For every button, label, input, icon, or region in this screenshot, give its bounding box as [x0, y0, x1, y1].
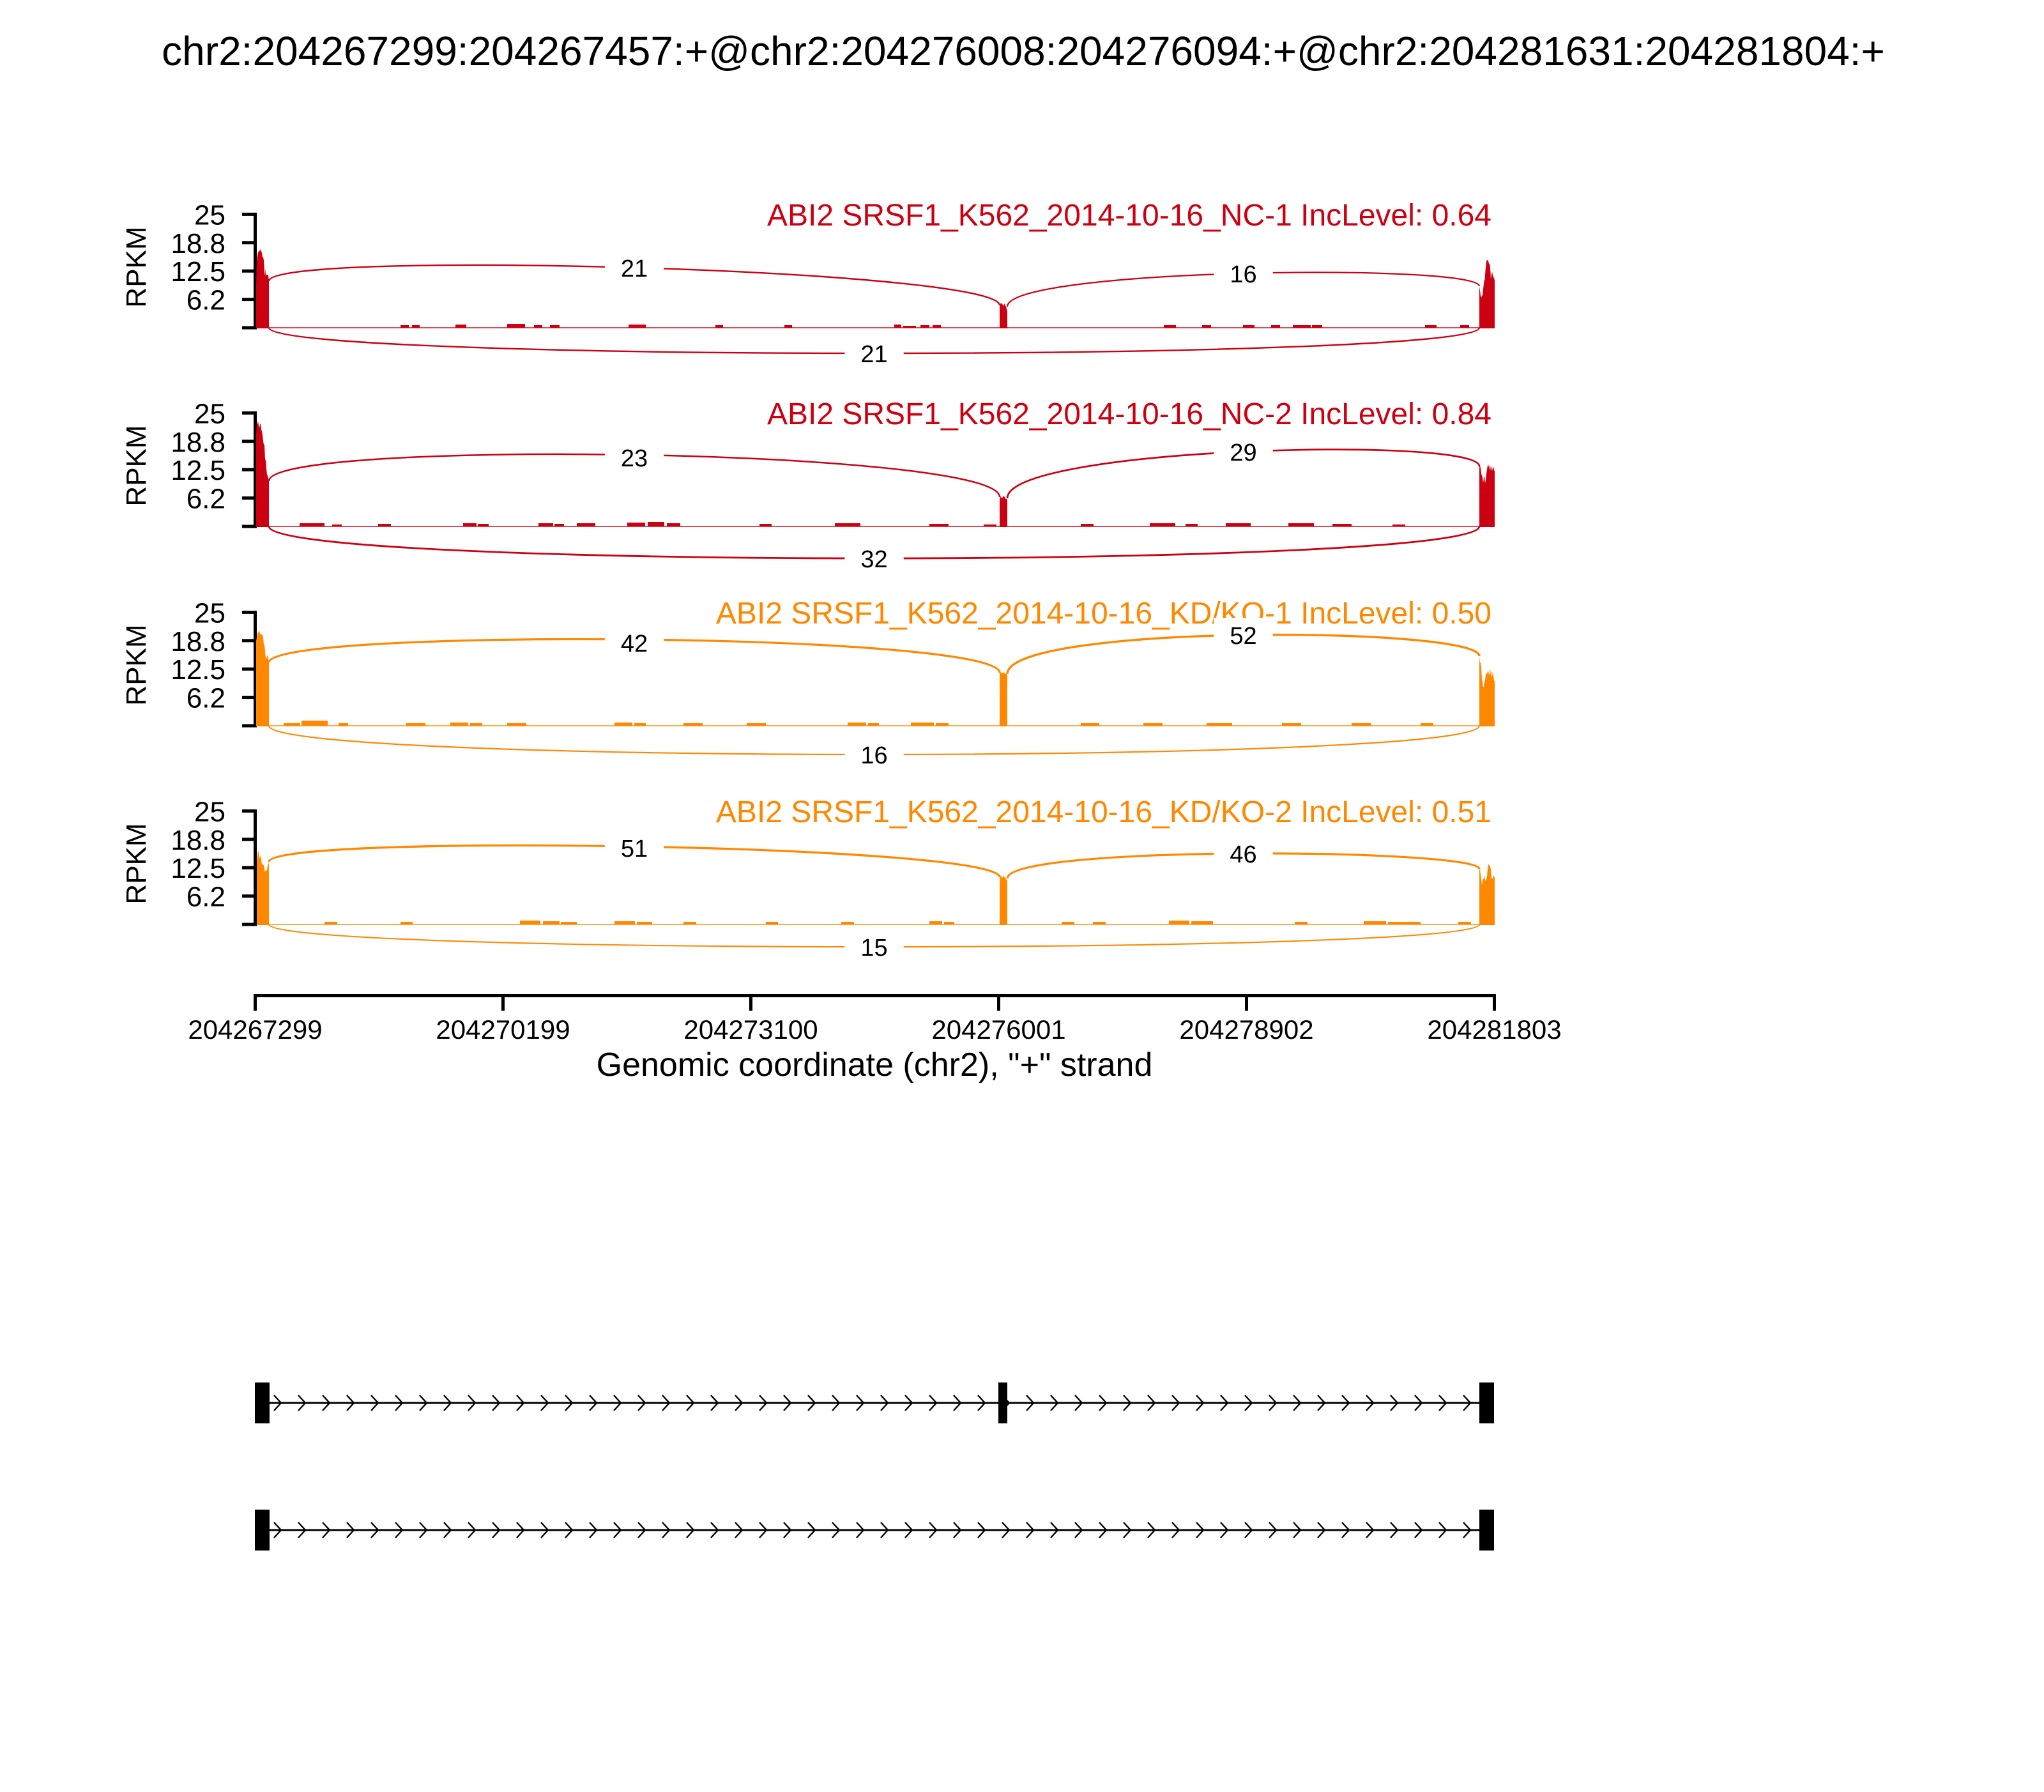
svg-text:204276001: 204276001	[931, 1015, 1065, 1045]
svg-text:18.8: 18.8	[171, 427, 225, 458]
svg-text:204281803: 204281803	[1427, 1015, 1561, 1045]
svg-text:18.8: 18.8	[171, 228, 225, 259]
svg-text:29: 29	[1230, 440, 1256, 466]
svg-text:25: 25	[194, 398, 225, 429]
svg-text:ABI2 SRSF1_K562_2014-10-16_NC-: ABI2 SRSF1_K562_2014-10-16_NC-2 IncLevel…	[767, 397, 1491, 431]
svg-text:23: 23	[621, 445, 648, 472]
svg-text:16: 16	[1230, 261, 1256, 288]
svg-text:52: 52	[1230, 623, 1256, 650]
svg-text:12.5: 12.5	[171, 455, 225, 486]
svg-text:18.8: 18.8	[171, 626, 225, 657]
svg-text:RPKM: RPKM	[121, 425, 152, 506]
svg-text:32: 32	[860, 546, 887, 573]
svg-text:6.2: 6.2	[187, 285, 225, 316]
svg-text:51: 51	[621, 836, 648, 862]
svg-text:21: 21	[860, 341, 887, 368]
svg-text:204267299: 204267299	[188, 1015, 322, 1045]
svg-text:18.8: 18.8	[171, 825, 225, 856]
svg-text:25: 25	[194, 597, 225, 629]
svg-text:6.2: 6.2	[187, 683, 225, 714]
svg-text:25: 25	[194, 796, 225, 827]
svg-text:ABI2 SRSF1_K562_2014-10-16_KD/: ABI2 SRSF1_K562_2014-10-16_KD/KO-1 IncLe…	[716, 597, 1491, 631]
svg-text:Genomic coordinate (chr2), "+": Genomic coordinate (chr2), "+" strand	[597, 1046, 1153, 1084]
svg-text:21: 21	[621, 256, 648, 282]
svg-text:RPKM: RPKM	[121, 226, 152, 307]
svg-text:204273100: 204273100	[683, 1015, 818, 1045]
svg-text:12.5: 12.5	[171, 256, 225, 287]
svg-text:25: 25	[194, 199, 225, 231]
svg-text:15: 15	[860, 935, 887, 961]
svg-text:chr2:204267299:204267457:+@chr: chr2:204267299:204267457:+@chr2:20427600…	[162, 28, 1885, 74]
svg-text:12.5: 12.5	[171, 654, 225, 685]
svg-text:RPKM: RPKM	[121, 823, 152, 904]
svg-text:204278902: 204278902	[1179, 1015, 1313, 1045]
svg-text:ABI2 SRSF1_K562_2014-10-16_KD/: ABI2 SRSF1_K562_2014-10-16_KD/KO-2 IncLe…	[716, 795, 1491, 829]
svg-text:16: 16	[860, 742, 887, 769]
svg-text:204270199: 204270199	[436, 1015, 570, 1045]
svg-text:46: 46	[1230, 841, 1256, 868]
svg-text:6.2: 6.2	[187, 484, 225, 515]
svg-text:RPKM: RPKM	[121, 624, 152, 705]
svg-text:12.5: 12.5	[171, 853, 225, 884]
svg-text:ABI2 SRSF1_K562_2014-10-16_NC-: ABI2 SRSF1_K562_2014-10-16_NC-1 IncLevel…	[767, 199, 1491, 233]
svg-text:42: 42	[621, 631, 648, 657]
svg-text:6.2: 6.2	[187, 882, 225, 913]
